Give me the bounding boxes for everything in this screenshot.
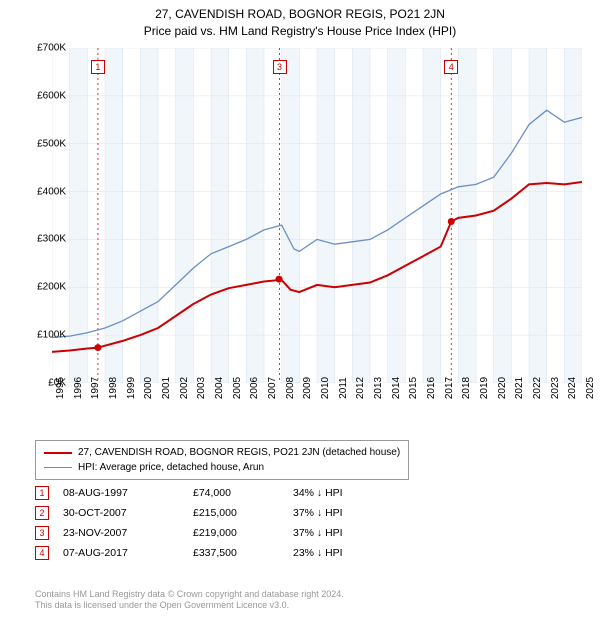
- title-line-1: 27, CAVENDISH ROAD, BOGNOR REGIS, PO21 2…: [0, 6, 600, 23]
- x-tick-label: 2008: [285, 377, 296, 399]
- x-tick-label: 2004: [214, 377, 225, 399]
- sale-price: £337,500: [193, 547, 293, 559]
- chart-svg: [52, 48, 582, 383]
- x-tick-label: 2010: [320, 377, 331, 399]
- x-tick-label: 2015: [408, 377, 419, 399]
- y-tick-label: £300K: [37, 234, 66, 245]
- x-tick-label: 2001: [161, 377, 172, 399]
- y-tick-label: £400K: [37, 186, 66, 197]
- legend-item: 27, CAVENDISH ROAD, BOGNOR REGIS, PO21 2…: [44, 445, 400, 460]
- sale-date: 07-AUG-2017: [63, 547, 193, 559]
- sale-marker: 4: [35, 546, 49, 560]
- sale-delta: 37% ↓ HPI: [293, 507, 403, 519]
- y-tick-label: £500K: [37, 138, 66, 149]
- sale-marker: 3: [35, 526, 49, 540]
- sale-marker: 1: [35, 486, 49, 500]
- x-tick-label: 2012: [355, 377, 366, 399]
- x-tick-label: 2023: [550, 377, 561, 399]
- y-tick-label: £200K: [37, 282, 66, 293]
- x-tick-label: 2016: [426, 377, 437, 399]
- sale-date: 08-AUG-1997: [63, 487, 193, 499]
- x-tick-label: 2014: [391, 377, 402, 399]
- x-tick-label: 2003: [196, 377, 207, 399]
- footer-line-2: This data is licensed under the Open Gov…: [35, 600, 344, 612]
- x-tick-label: 2021: [514, 377, 525, 399]
- sale-delta: 34% ↓ HPI: [293, 487, 403, 499]
- sale-delta: 37% ↓ HPI: [293, 527, 403, 539]
- x-tick-label: 1999: [126, 377, 137, 399]
- x-tick-label: 1995: [55, 377, 66, 399]
- x-tick-label: 2009: [302, 377, 313, 399]
- legend-item: HPI: Average price, detached house, Arun: [44, 460, 400, 475]
- legend-swatch: [44, 467, 72, 468]
- x-tick-label: 2002: [179, 377, 190, 399]
- footer-line-1: Contains HM Land Registry data © Crown c…: [35, 589, 344, 601]
- chart-area: [52, 48, 582, 383]
- y-tick-label: £100K: [37, 330, 66, 341]
- x-tick-label: 2000: [143, 377, 154, 399]
- sale-price: £219,000: [193, 527, 293, 539]
- sales-table: 1 08-AUG-1997£74,00034% ↓ HPI 2 30-OCT-2007…: [35, 486, 403, 560]
- sale-price: £74,000: [193, 487, 293, 499]
- x-tick-label: 2007: [267, 377, 278, 399]
- x-tick-label: 2018: [461, 377, 472, 399]
- x-tick-label: 1996: [73, 377, 84, 399]
- x-tick-label: 2024: [567, 377, 578, 399]
- x-tick-label: 2013: [373, 377, 384, 399]
- x-tick-label: 2011: [338, 377, 349, 399]
- y-tick-label: £700K: [37, 43, 66, 54]
- x-tick-label: 2005: [232, 377, 243, 399]
- callout-marker: 1: [91, 60, 105, 74]
- x-tick-label: 2017: [444, 377, 455, 399]
- legend: 27, CAVENDISH ROAD, BOGNOR REGIS, PO21 2…: [35, 440, 409, 480]
- callout-marker: 3: [273, 60, 287, 74]
- sale-date: 23-NOV-2007: [63, 527, 193, 539]
- x-tick-label: 2020: [497, 377, 508, 399]
- x-tick-label: 2022: [532, 377, 543, 399]
- legend-swatch: [44, 452, 72, 454]
- legend-label: 27, CAVENDISH ROAD, BOGNOR REGIS, PO21 2…: [78, 447, 400, 458]
- x-tick-label: 2006: [249, 377, 260, 399]
- x-tick-label: 2025: [585, 377, 596, 399]
- sale-date: 30-OCT-2007: [63, 507, 193, 519]
- sale-price: £215,000: [193, 507, 293, 519]
- title-line-2: Price paid vs. HM Land Registry's House …: [0, 23, 600, 40]
- title-block: 27, CAVENDISH ROAD, BOGNOR REGIS, PO21 2…: [0, 0, 600, 40]
- x-tick-label: 1997: [90, 377, 101, 399]
- x-tick-label: 1998: [108, 377, 119, 399]
- legend-label: HPI: Average price, detached house, Arun: [78, 462, 264, 473]
- sale-marker: 2: [35, 506, 49, 520]
- footer: Contains HM Land Registry data © Crown c…: [35, 589, 344, 612]
- sale-delta: 23% ↓ HPI: [293, 547, 403, 559]
- x-tick-label: 2019: [479, 377, 490, 399]
- chart-container: 27, CAVENDISH ROAD, BOGNOR REGIS, PO21 2…: [0, 0, 600, 620]
- callout-marker: 4: [444, 60, 458, 74]
- y-tick-label: £600K: [37, 90, 66, 101]
